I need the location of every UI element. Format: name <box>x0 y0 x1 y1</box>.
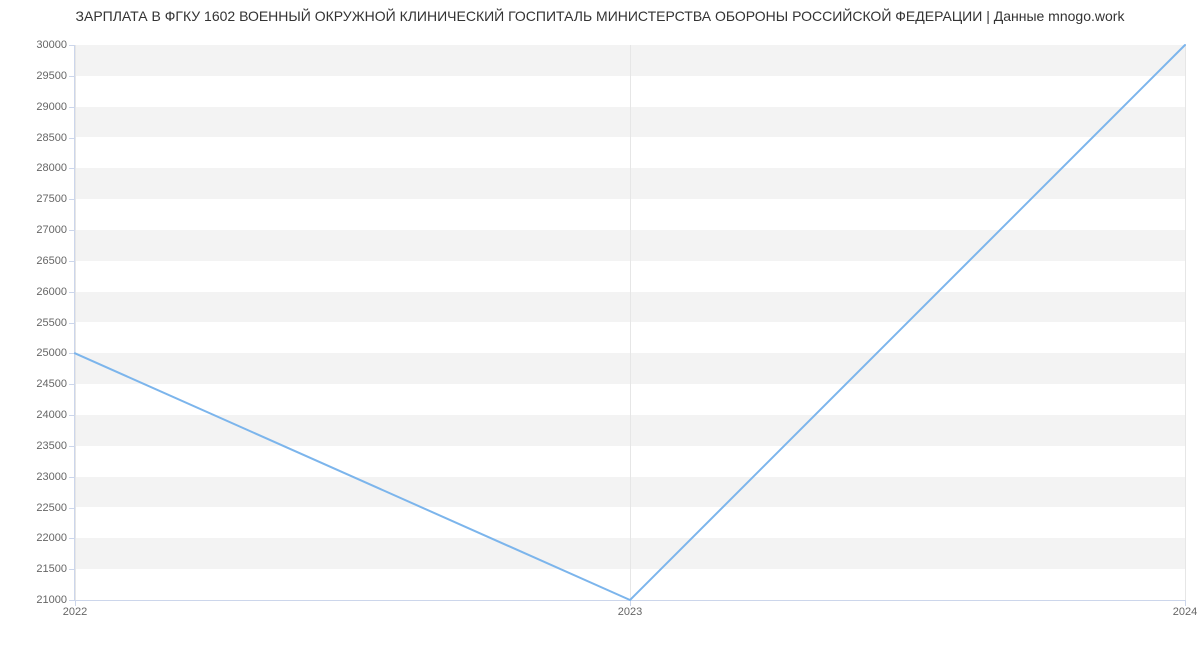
series-layer <box>75 45 1185 600</box>
plot-area: 2100021500220002250023000235002400024500… <box>75 45 1185 600</box>
x-tick <box>75 600 76 606</box>
chart-title: ЗАРПЛАТА В ФГКУ 1602 ВОЕННЫЙ ОКРУЖНОЙ КЛ… <box>0 8 1200 24</box>
grid-line-vertical <box>1185 45 1186 600</box>
salary-chart: ЗАРПЛАТА В ФГКУ 1602 ВОЕННЫЙ ОКРУЖНОЙ КЛ… <box>0 0 1200 650</box>
series-line-salary <box>75 45 1185 600</box>
x-tick <box>1185 600 1186 606</box>
